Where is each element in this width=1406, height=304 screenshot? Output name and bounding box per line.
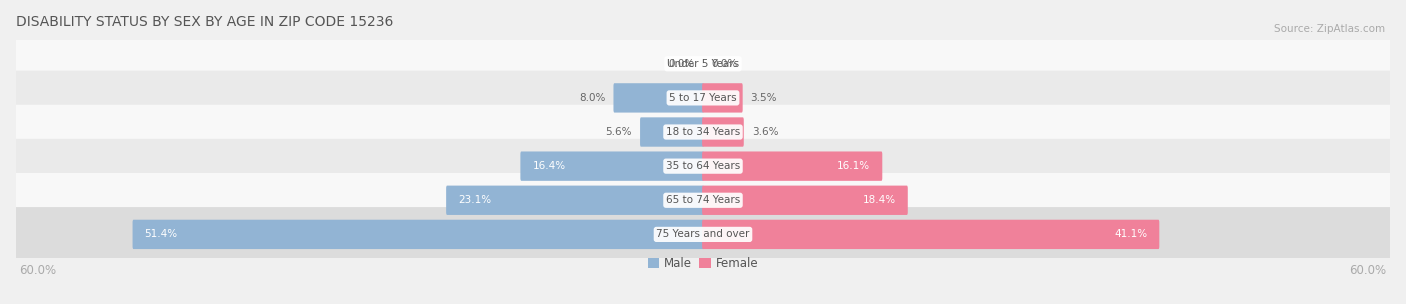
FancyBboxPatch shape [520, 151, 704, 181]
Text: 65 to 74 Years: 65 to 74 Years [666, 195, 740, 205]
Text: DISABILITY STATUS BY SEX BY AGE IN ZIP CODE 15236: DISABILITY STATUS BY SEX BY AGE IN ZIP C… [15, 15, 394, 29]
Text: 8.0%: 8.0% [579, 93, 606, 103]
FancyBboxPatch shape [13, 207, 1393, 262]
FancyBboxPatch shape [702, 151, 883, 181]
FancyBboxPatch shape [702, 186, 908, 215]
FancyBboxPatch shape [13, 105, 1393, 159]
FancyBboxPatch shape [702, 117, 744, 147]
Text: Source: ZipAtlas.com: Source: ZipAtlas.com [1274, 24, 1385, 34]
Text: 41.1%: 41.1% [1114, 230, 1147, 239]
FancyBboxPatch shape [13, 173, 1393, 228]
FancyBboxPatch shape [702, 83, 742, 112]
Text: 51.4%: 51.4% [145, 230, 177, 239]
Text: Under 5 Years: Under 5 Years [666, 59, 740, 69]
FancyBboxPatch shape [702, 220, 1160, 249]
Text: 35 to 64 Years: 35 to 64 Years [666, 161, 740, 171]
FancyBboxPatch shape [132, 220, 704, 249]
Text: 3.5%: 3.5% [751, 93, 778, 103]
Text: 16.1%: 16.1% [837, 161, 870, 171]
FancyBboxPatch shape [640, 117, 704, 147]
Text: 3.6%: 3.6% [752, 127, 779, 137]
Text: 18 to 34 Years: 18 to 34 Years [666, 127, 740, 137]
Text: 0.0%: 0.0% [711, 59, 738, 69]
Legend: Male, Female: Male, Female [648, 257, 758, 270]
Text: 16.4%: 16.4% [533, 161, 565, 171]
FancyBboxPatch shape [446, 186, 704, 215]
Text: 0.0%: 0.0% [668, 59, 695, 69]
FancyBboxPatch shape [13, 71, 1393, 125]
FancyBboxPatch shape [13, 139, 1393, 193]
Text: 5 to 17 Years: 5 to 17 Years [669, 93, 737, 103]
FancyBboxPatch shape [613, 83, 704, 112]
FancyBboxPatch shape [13, 36, 1393, 91]
Text: 23.1%: 23.1% [458, 195, 491, 205]
Text: 75 Years and over: 75 Years and over [657, 230, 749, 239]
Text: 18.4%: 18.4% [863, 195, 896, 205]
Text: 5.6%: 5.6% [606, 127, 633, 137]
